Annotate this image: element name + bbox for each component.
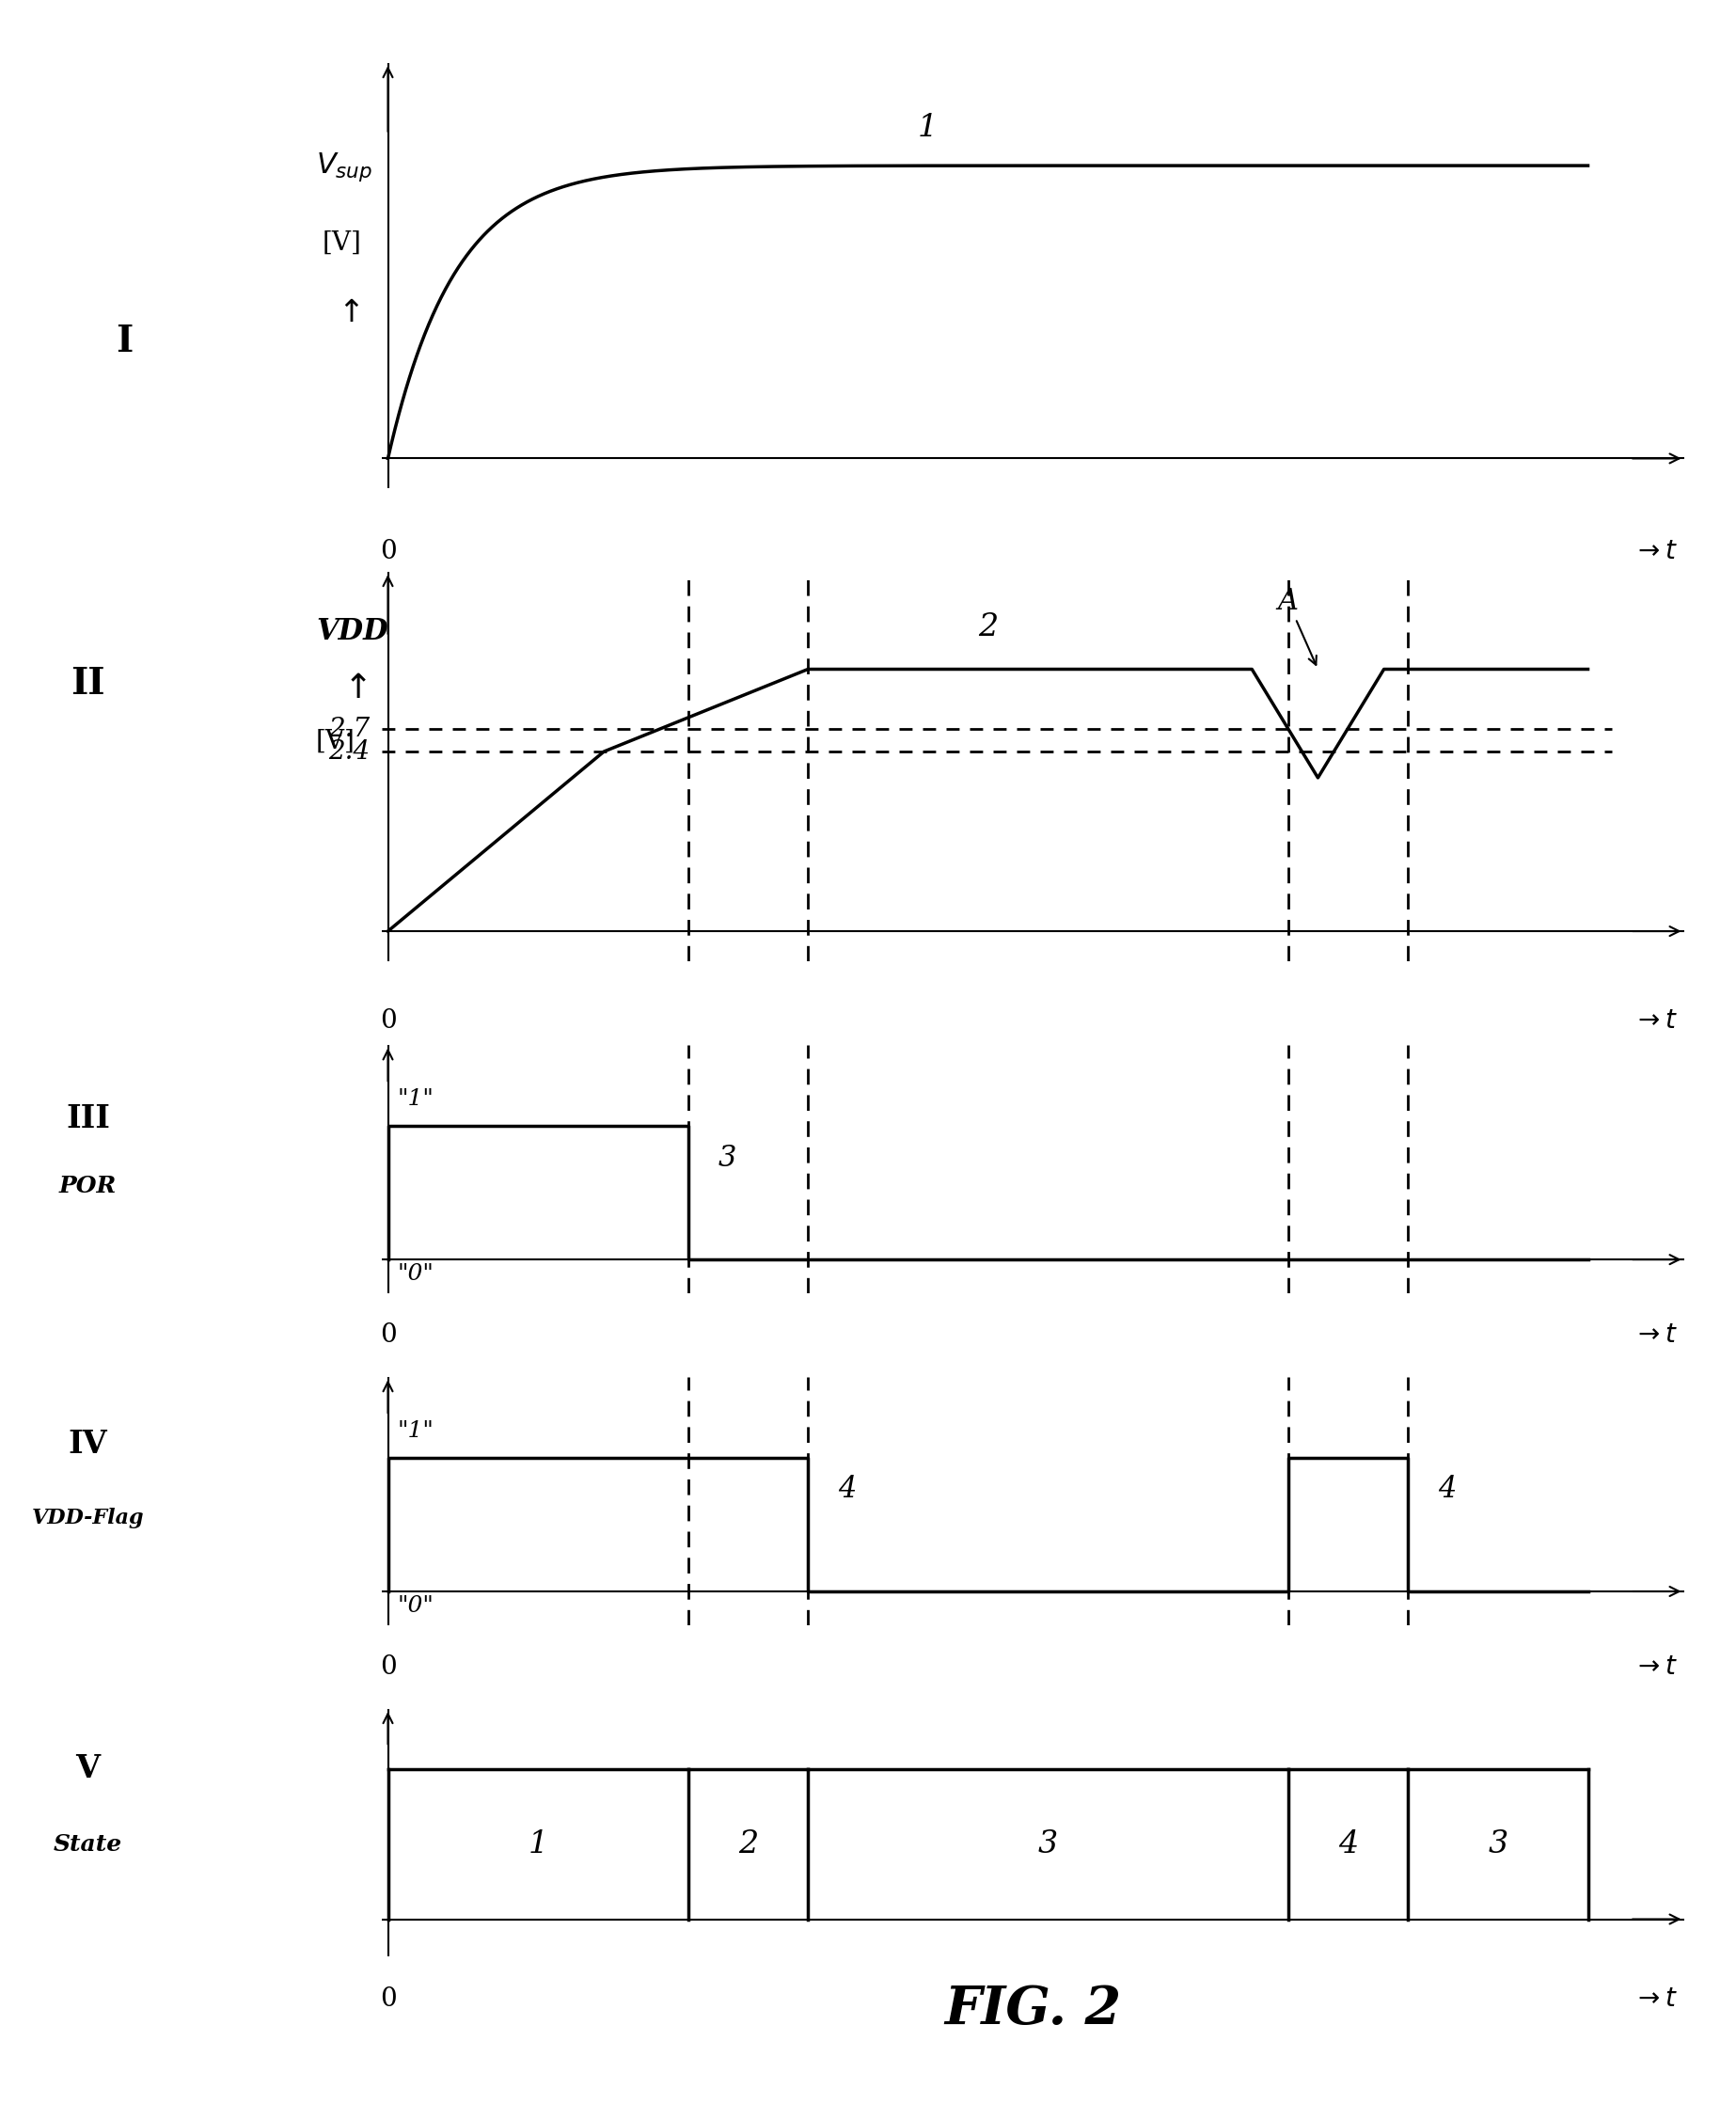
Text: II: II (71, 667, 106, 703)
Text: 3: 3 (1488, 1828, 1509, 1860)
Text: V: V (76, 1753, 101, 1784)
Text: 4: 4 (1437, 1475, 1457, 1504)
Text: 0: 0 (380, 1986, 396, 2011)
Text: $\rightarrow t$: $\rightarrow t$ (1634, 1323, 1679, 1349)
Text: 0: 0 (380, 1654, 396, 1679)
Text: 4: 4 (1338, 1828, 1358, 1860)
Text: 4: 4 (838, 1475, 856, 1504)
Text: 3: 3 (1038, 1828, 1057, 1860)
Text: $\uparrow$: $\uparrow$ (332, 297, 359, 328)
Text: POR: POR (59, 1174, 116, 1197)
Text: 3: 3 (719, 1142, 736, 1172)
Text: "1": "1" (398, 1420, 434, 1441)
Text: $\uparrow$: $\uparrow$ (337, 673, 366, 705)
Text: "0": "0" (398, 1265, 434, 1286)
Text: $V_{sup}$: $V_{sup}$ (316, 151, 373, 183)
Text: 2: 2 (977, 612, 998, 642)
Text: 0: 0 (380, 1323, 396, 1349)
Text: IV: IV (68, 1429, 108, 1460)
Text: 0: 0 (380, 1008, 396, 1033)
Text: A: A (1278, 587, 1316, 665)
Text: $\rightarrow t$: $\rightarrow t$ (1634, 1986, 1679, 2011)
Text: 2.4: 2.4 (328, 739, 370, 764)
Text: VDD: VDD (316, 616, 387, 646)
Text: $\rightarrow t$: $\rightarrow t$ (1634, 1008, 1679, 1033)
Text: VDD-Flag: VDD-Flag (31, 1506, 144, 1528)
Text: III: III (66, 1102, 109, 1134)
Text: 1: 1 (528, 1828, 549, 1860)
Text: State: State (54, 1833, 122, 1856)
Text: "0": "0" (398, 1595, 434, 1618)
Text: [V]: [V] (316, 730, 356, 755)
Text: $\rightarrow t$: $\rightarrow t$ (1634, 1654, 1679, 1679)
Text: 0: 0 (380, 539, 396, 564)
Text: 2.7: 2.7 (328, 715, 370, 743)
Text: I: I (115, 324, 132, 360)
Text: 1: 1 (918, 114, 937, 143)
Text: "1": "1" (398, 1088, 434, 1109)
Text: $\rightarrow t$: $\rightarrow t$ (1634, 539, 1679, 564)
Text: [V]: [V] (321, 229, 361, 255)
Text: FIG. 2: FIG. 2 (944, 1984, 1121, 2035)
Text: 2: 2 (738, 1828, 759, 1860)
